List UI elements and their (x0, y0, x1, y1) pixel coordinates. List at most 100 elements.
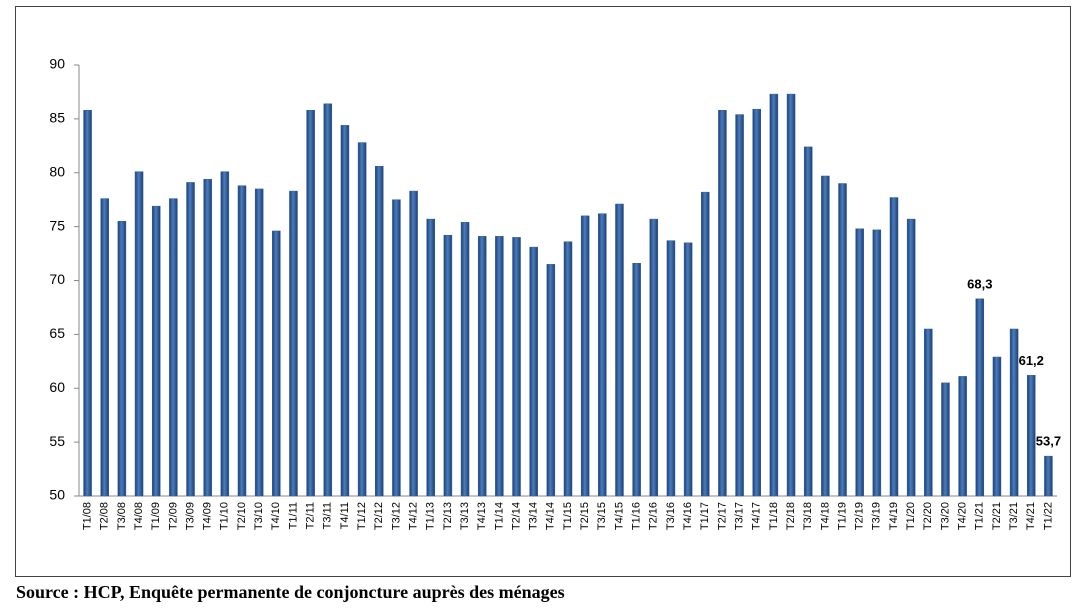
x-tick-label: T1/15 (562, 502, 574, 530)
bar (580, 215, 590, 497)
x-tick-label: T4/14 (545, 502, 557, 530)
bar (186, 182, 195, 497)
x-tick-label: T4/19 (888, 502, 900, 530)
x-tick-label: T3/10 (253, 502, 265, 530)
bar (220, 171, 230, 497)
bar (375, 166, 384, 497)
bar (340, 125, 350, 497)
bar (683, 242, 693, 497)
bar (563, 241, 573, 497)
y-tick-label: 80 (49, 163, 65, 179)
bar (598, 213, 607, 497)
y-tick-label: 90 (49, 56, 65, 72)
bar (786, 93, 796, 497)
bar (495, 236, 504, 497)
chart: 50 55 60 65 70 75 80 85 90 T1/08 T2/08 T3/08 T4/08 T1… (15, 6, 1071, 577)
x-tick-label: T3/13 (459, 502, 471, 530)
bar (889, 197, 899, 497)
x-tick-label: T1/11 (287, 502, 299, 529)
source-note: Source : HCP, Enquête permanente de conj… (16, 582, 565, 602)
bar (803, 146, 813, 497)
x-tick-label: T2/13 (442, 502, 454, 530)
value-label: 68,3 (967, 276, 992, 291)
bar (718, 110, 727, 497)
bar (752, 108, 761, 497)
x-tick-label: T4/11 (339, 502, 351, 529)
x-tick-label: T3/09 (184, 502, 196, 530)
bar (254, 188, 264, 497)
x-tick-label: T3/14 (528, 502, 540, 530)
x-tick-label: T1/22 (1042, 502, 1054, 530)
x-tick-label: T3/08 (116, 502, 128, 530)
bar (512, 237, 521, 497)
y-tick-label: 55 (49, 433, 65, 449)
x-tick-label: T3/11 (322, 502, 334, 529)
bar (821, 175, 830, 497)
x-tick-label: T2/08 (99, 502, 111, 530)
bar (701, 191, 710, 497)
bar (83, 110, 92, 497)
bar (769, 93, 779, 497)
x-tick-label: T4/17 (751, 502, 763, 530)
bar (409, 190, 418, 497)
bar (443, 234, 453, 497)
x-tick-label: T3/12 (390, 502, 402, 530)
x-tick-label: T1/13 (425, 502, 437, 530)
bar (855, 228, 864, 497)
bar (289, 190, 298, 497)
bar (546, 264, 556, 497)
x-tick-label: T2/09 (167, 502, 179, 530)
bar (632, 263, 641, 497)
bar (272, 230, 281, 497)
bar (151, 205, 161, 497)
x-tick-label: T1/18 (768, 502, 780, 530)
x-tick-label: T3/20 (939, 502, 951, 530)
x-tick-label: T1/08 (81, 502, 93, 530)
x-tick-label: T3/17 (733, 502, 745, 530)
x-tick-label: T4/18 (819, 502, 831, 530)
bar (169, 198, 178, 497)
bar (838, 183, 847, 497)
x-tick-label: T4/13 (476, 502, 488, 530)
bar (323, 103, 333, 497)
y-tick-label: 50 (49, 487, 65, 503)
x-tick-label: T2/16 (648, 502, 660, 530)
x-tick-label: T2/11 (305, 502, 317, 529)
bar (1044, 455, 1053, 497)
bar (134, 171, 144, 497)
y-tick-label: 60 (49, 379, 65, 395)
x-tick-label: T2/20 (922, 502, 934, 530)
x-tick-label: T1/19 (836, 502, 848, 530)
x-tick-label: T4/21 (1025, 502, 1037, 530)
bar (924, 328, 933, 497)
x-tick-label: T2/17 (716, 502, 728, 530)
x-tick-label: T2/21 (991, 502, 1003, 530)
bar (477, 236, 487, 497)
bar (941, 382, 950, 497)
bar (1009, 328, 1019, 497)
x-tick-label: T2/15 (579, 502, 591, 530)
y-tick-label: 85 (49, 110, 65, 126)
x-tick-label: T3/21 (1008, 502, 1020, 530)
x-tick-label: T4/08 (133, 502, 145, 530)
bar (117, 220, 127, 497)
y-tick-label: 65 (49, 325, 65, 341)
bar (306, 110, 315, 497)
bar (872, 229, 882, 497)
bar (392, 199, 401, 497)
value-label: 53,7 (1036, 434, 1061, 449)
x-tick-label: T1/09 (150, 502, 162, 530)
x-tick-label: T2/14 (510, 502, 522, 530)
bar (237, 185, 247, 497)
x-tick-label: T3/18 (802, 502, 814, 530)
x-tick-label: T1/16 (631, 502, 643, 530)
bar (992, 356, 1002, 497)
x-tick-label: T1/17 (699, 502, 711, 530)
x-tick-label: T4/15 (613, 502, 625, 530)
bar (958, 376, 967, 497)
bar (460, 222, 470, 497)
y-tick-label: 70 (49, 271, 65, 287)
x-tick-label: T1/21 (974, 502, 986, 530)
x-tick-label: T4/16 (682, 502, 694, 530)
